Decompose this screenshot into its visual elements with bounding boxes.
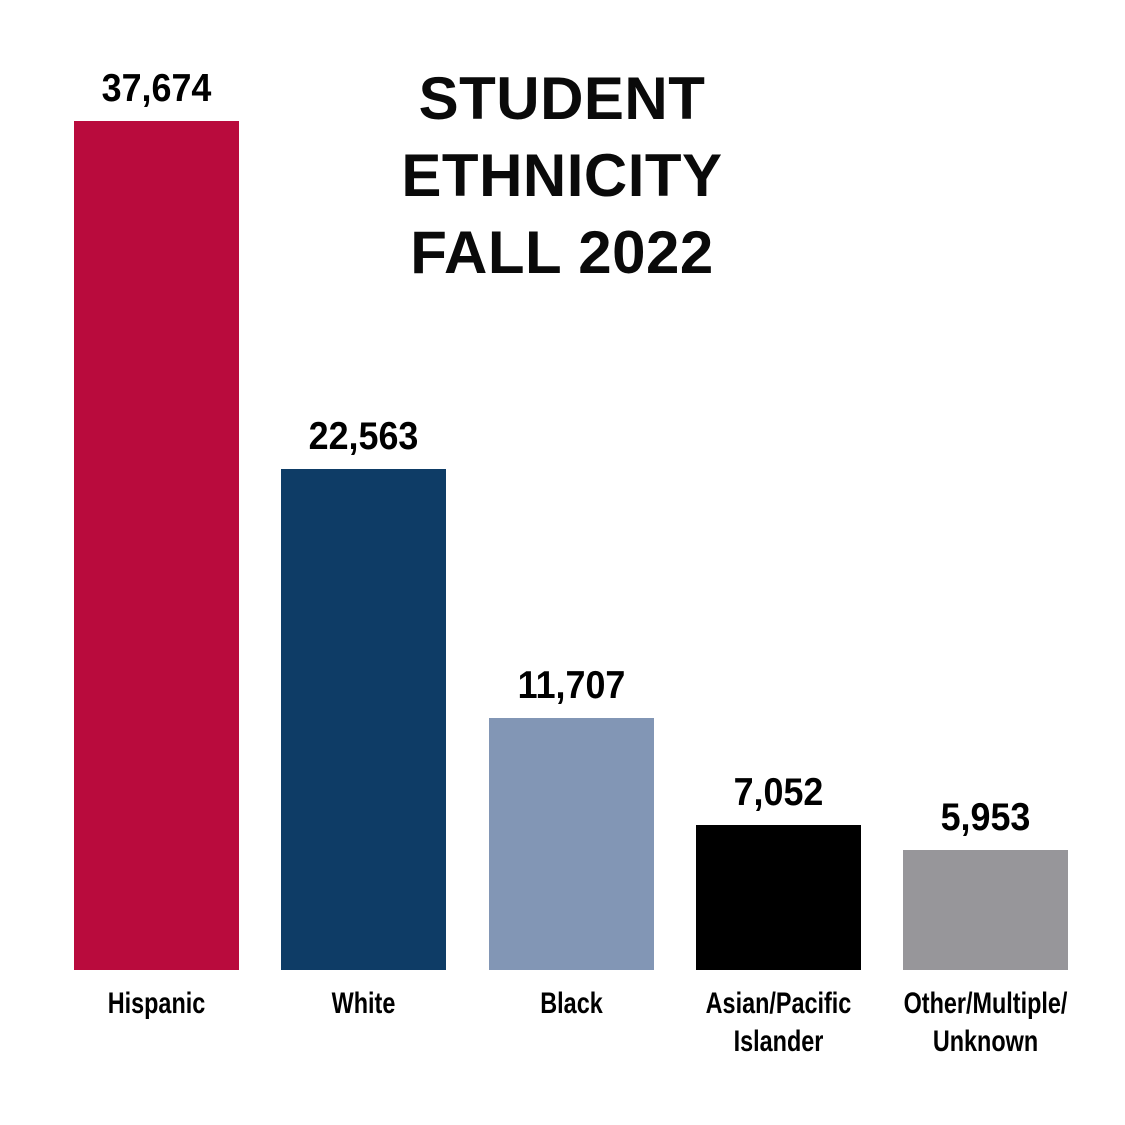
bar-value-label-other-multiple-unknown: 5,953 <box>940 796 1031 839</box>
bar-category-label-hispanic: Hispanic <box>107 987 206 1020</box>
bar-value-label-black: 11,707 <box>517 664 626 707</box>
bar-black <box>489 718 654 970</box>
bar-category-label-asian-pacific-islander: Asian/Pacific Islander <box>705 987 852 1058</box>
bar-value-label-hispanic: 37,674 <box>101 67 212 110</box>
bar-category-label-other-multiple-unknown: Other/Multiple/ Unknown <box>903 987 1068 1058</box>
bar-asian-pacific-islander <box>696 825 861 970</box>
chart-title: STUDENT ETHNICITY FALL 2022 <box>401 65 723 286</box>
bar-other-multiple-unknown <box>903 850 1068 970</box>
bar-category-label-black: Black <box>540 987 603 1020</box>
bar-white <box>281 469 446 970</box>
bar-category-label-white: White <box>331 987 396 1020</box>
bar-value-label-asian-pacific-islander: 7,052 <box>733 771 824 814</box>
bar-value-label-white: 22,563 <box>308 415 419 458</box>
bar-hispanic <box>74 121 239 970</box>
